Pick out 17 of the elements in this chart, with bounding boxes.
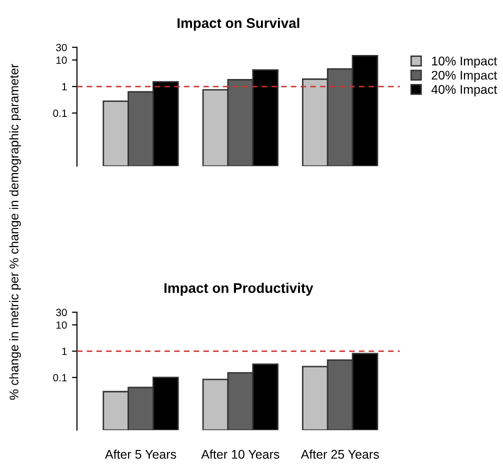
- y-axis-title: % change in metric per % change in demographic parameter: [9, 64, 21, 400]
- chart-title: Impact on Productivity: [164, 282, 314, 296]
- legend-label: 20% Impact: [432, 70, 498, 82]
- y-tick-label: 0.1: [53, 374, 67, 382]
- legend-label: 10% Impact: [432, 56, 498, 68]
- x-tick-label: After 5 Years: [104, 450, 176, 459]
- chart-title: Impact on Survival: [178, 18, 300, 31]
- legend-label: 40% Impact: [431, 85, 498, 96]
- x-tick-label: After 10 Years: [201, 450, 280, 459]
- y-tick-label: 10: [56, 321, 67, 329]
- y-tick-label: 1: [62, 83, 67, 90]
- x-tick-label: After 25 Years: [300, 450, 379, 459]
- y-tick-label: 30: [56, 308, 67, 316]
- y-tick-label: 0.1: [53, 110, 67, 117]
- y-tick-label: 30: [56, 44, 67, 52]
- y-tick-label: 10: [56, 56, 67, 64]
- y-tick-label: 1: [62, 348, 67, 355]
